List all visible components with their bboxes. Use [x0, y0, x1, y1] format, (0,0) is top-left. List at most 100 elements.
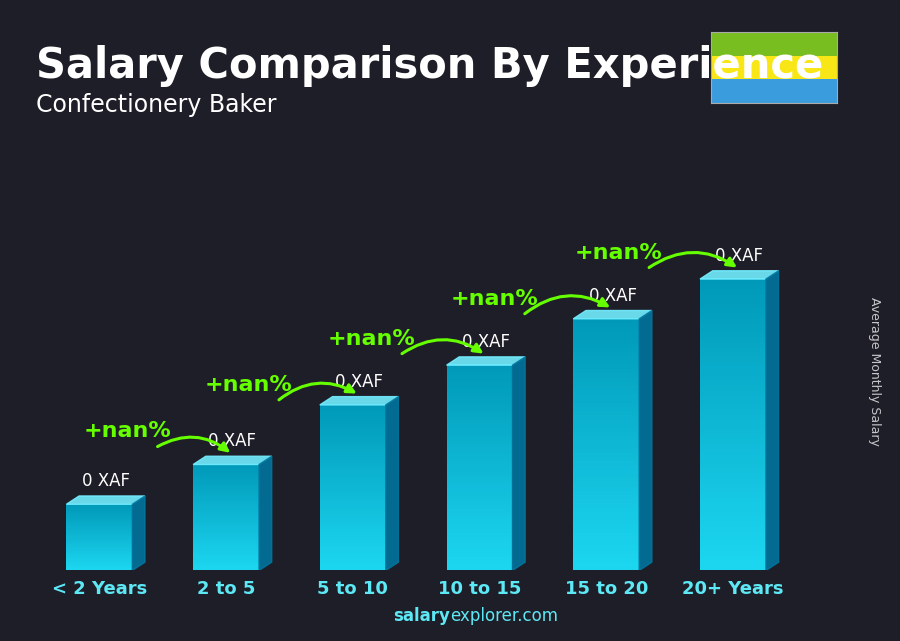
Bar	[446, 563, 512, 567]
Text: +nan%: +nan%	[205, 375, 292, 395]
Bar	[320, 470, 386, 474]
Bar	[446, 556, 512, 560]
Bar	[194, 483, 259, 486]
Polygon shape	[573, 310, 652, 319]
Bar	[320, 567, 386, 570]
Bar	[700, 380, 766, 386]
Bar	[700, 317, 766, 323]
Bar	[446, 488, 512, 492]
Bar	[573, 369, 639, 373]
Bar	[320, 501, 386, 504]
Bar	[67, 538, 132, 540]
Bar	[320, 429, 386, 433]
Polygon shape	[700, 271, 778, 279]
Bar	[320, 418, 386, 422]
Text: Confectionery Baker: Confectionery Baker	[36, 93, 276, 117]
Bar	[573, 503, 639, 508]
Bar	[700, 312, 766, 318]
Bar	[700, 444, 766, 449]
Bar	[67, 531, 132, 533]
Bar	[700, 565, 766, 570]
Bar	[320, 481, 386, 485]
Bar	[194, 522, 259, 524]
Bar	[446, 412, 512, 417]
Bar	[446, 416, 512, 420]
Bar	[194, 497, 259, 500]
Bar	[573, 352, 639, 356]
Bar	[67, 510, 132, 512]
Bar	[67, 506, 132, 508]
Bar	[700, 322, 766, 328]
Bar	[573, 423, 639, 428]
Bar	[573, 532, 639, 537]
Bar	[67, 545, 132, 547]
Bar	[700, 502, 766, 507]
Bar	[573, 456, 639, 462]
Bar	[573, 453, 639, 457]
Bar	[194, 492, 259, 495]
Bar	[573, 545, 639, 549]
Bar	[446, 443, 512, 447]
Bar	[320, 556, 386, 560]
Bar	[194, 542, 259, 544]
Bar	[320, 479, 386, 482]
Bar	[446, 505, 512, 509]
Bar	[700, 303, 766, 308]
Bar	[320, 540, 386, 543]
Bar	[194, 549, 259, 551]
Bar	[446, 549, 512, 553]
Bar	[194, 524, 259, 526]
Bar	[573, 385, 639, 390]
Bar	[700, 283, 766, 288]
Bar	[446, 481, 512, 485]
Bar	[573, 528, 639, 533]
Bar	[573, 394, 639, 399]
Bar	[700, 385, 766, 391]
Bar	[67, 556, 132, 558]
Bar	[67, 552, 132, 554]
Bar	[446, 429, 512, 433]
Bar	[194, 519, 259, 521]
Bar	[320, 564, 386, 568]
Bar	[700, 545, 766, 551]
Bar	[446, 419, 512, 423]
Bar	[320, 531, 386, 535]
Bar	[194, 481, 259, 484]
Bar	[194, 545, 259, 547]
Bar	[67, 541, 132, 543]
Polygon shape	[766, 271, 778, 570]
Bar	[194, 471, 259, 473]
Bar	[320, 440, 386, 444]
Bar	[446, 368, 512, 372]
Bar	[700, 487, 766, 493]
Bar	[67, 532, 132, 534]
Text: 0 XAF: 0 XAF	[589, 287, 636, 304]
Bar	[194, 568, 259, 570]
Bar	[446, 463, 512, 468]
Bar	[711, 32, 837, 56]
Bar	[194, 495, 259, 498]
Bar	[446, 437, 512, 440]
Bar	[194, 552, 259, 554]
Bar	[320, 404, 386, 408]
Bar	[67, 512, 132, 514]
Bar	[573, 482, 639, 487]
Bar	[320, 473, 386, 477]
Bar	[573, 431, 639, 437]
Bar	[67, 550, 132, 552]
Bar	[194, 506, 259, 509]
Bar	[700, 526, 766, 531]
Bar	[194, 487, 259, 489]
Bar	[194, 561, 259, 563]
Bar	[67, 508, 132, 510]
Bar	[320, 504, 386, 507]
Bar	[194, 538, 259, 540]
Bar	[320, 562, 386, 565]
Bar	[711, 56, 837, 79]
Bar	[446, 560, 512, 563]
Bar	[194, 565, 259, 567]
Bar	[573, 511, 639, 516]
Bar	[67, 537, 132, 538]
Bar	[700, 555, 766, 561]
Bar	[320, 545, 386, 549]
